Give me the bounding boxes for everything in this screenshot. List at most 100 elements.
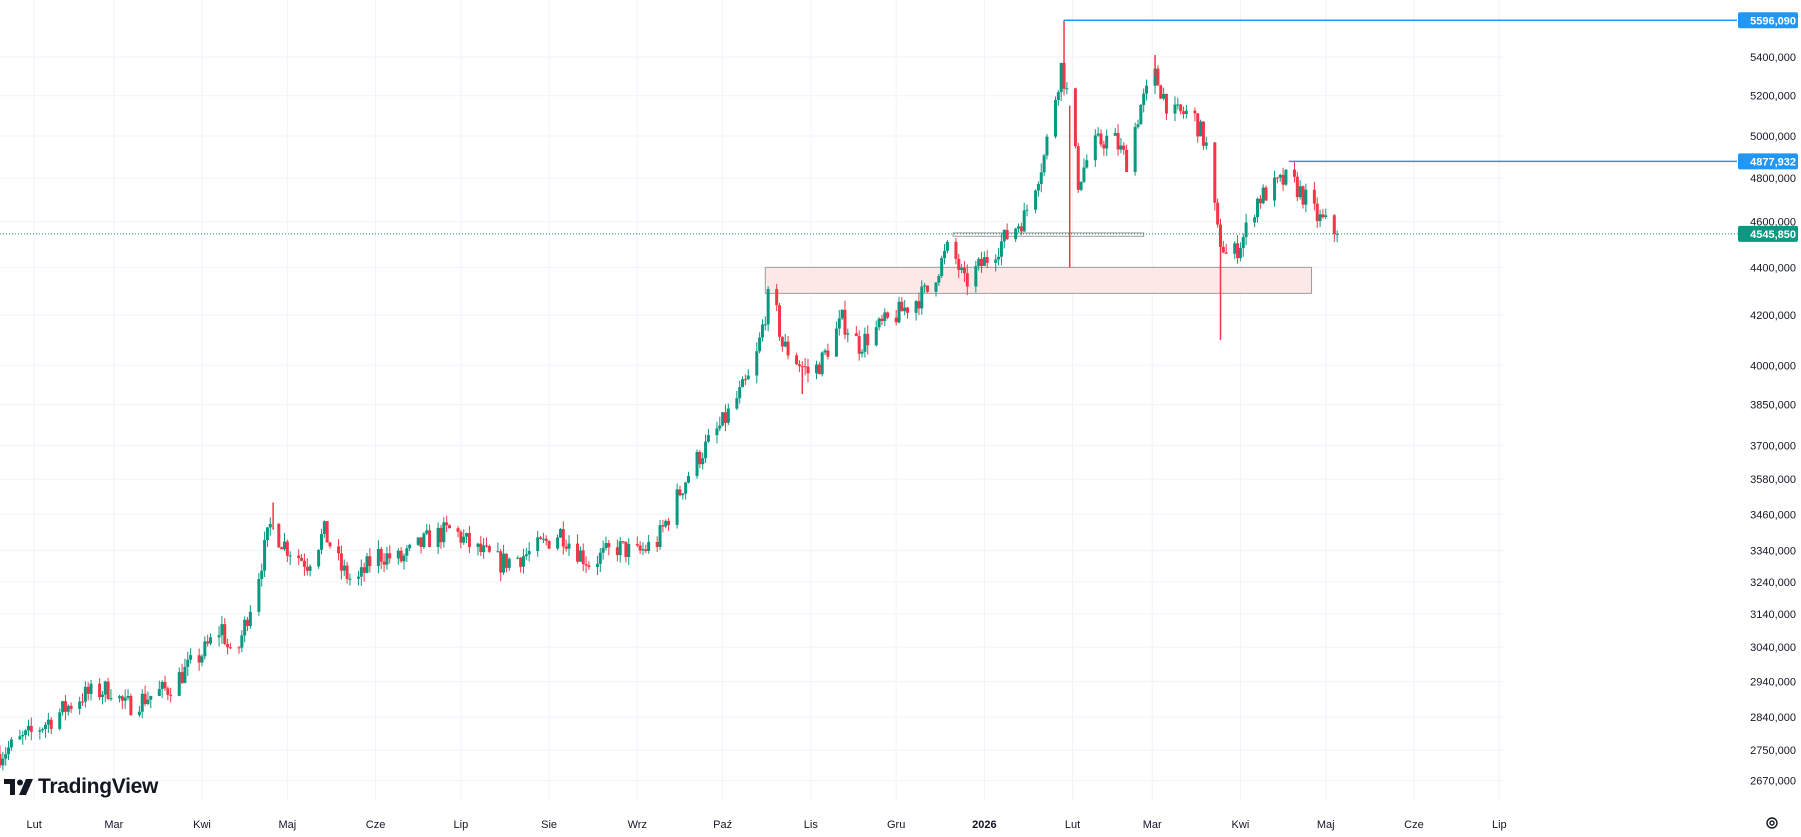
candle-body (1318, 214, 1322, 222)
candle-body (718, 425, 722, 429)
candle-body (348, 578, 352, 580)
candle-body (894, 317, 898, 323)
y-tick-label: 2940,000 (1750, 677, 1796, 689)
candle-body (698, 451, 702, 465)
candle-body (1073, 88, 1077, 147)
candle-body (954, 241, 958, 259)
candle-body (302, 560, 306, 567)
candle-body (576, 543, 580, 562)
candle-body (661, 525, 665, 527)
candle-body (1321, 214, 1325, 218)
candle-body (388, 553, 392, 559)
candle-body (1119, 145, 1123, 150)
candle-body (558, 529, 562, 538)
candle-body (1164, 93, 1168, 114)
candle-body (536, 537, 540, 552)
candle-body (288, 555, 292, 557)
candle-body (1182, 111, 1186, 114)
candle-body (163, 681, 167, 689)
candle-body (78, 701, 82, 709)
candle-body (1039, 172, 1043, 185)
candle-body (248, 611, 252, 626)
candle-body (1162, 93, 1166, 99)
y-tick-label: 2670,000 (1750, 776, 1796, 788)
candle-body (26, 725, 30, 731)
candle-body (376, 548, 380, 567)
candle-body (120, 696, 124, 701)
candle-body (977, 258, 981, 267)
candle-body (300, 558, 304, 561)
candle-body (635, 543, 639, 546)
level-label-bg (1738, 153, 1798, 170)
candle-body (857, 336, 861, 354)
y-tick-label: 2750,000 (1750, 745, 1796, 757)
candle-body (280, 547, 284, 550)
candle-body (1241, 237, 1245, 248)
candle-body (146, 699, 150, 704)
candle-body (1216, 202, 1220, 225)
y-tick-label: 5000,000 (1750, 131, 1796, 143)
candle-body (795, 355, 799, 365)
candle-body (499, 551, 503, 573)
candle-body (189, 655, 193, 660)
candle-body (1, 758, 5, 766)
candle-body (1096, 133, 1100, 136)
x-tick-label: Mar (1143, 819, 1162, 831)
candle-body (863, 333, 867, 352)
candle-body (1315, 203, 1319, 222)
candle-body (1253, 217, 1257, 223)
candle-body (1082, 167, 1086, 182)
candle-body (405, 548, 409, 556)
candle-body (365, 556, 369, 573)
candle-body (408, 544, 412, 549)
candle-body (402, 555, 406, 562)
candle-body (786, 341, 790, 356)
candle-body (917, 301, 921, 309)
candle-body (129, 695, 133, 716)
candle-body (1213, 142, 1217, 203)
candle-body (339, 553, 343, 571)
candle-body (1142, 93, 1146, 105)
candle-body (282, 541, 286, 550)
candle-body (544, 538, 548, 541)
y-tick-label: 4400,000 (1750, 262, 1796, 274)
candle-body (1284, 169, 1288, 185)
candle-body (604, 543, 608, 548)
y-tick-label: 5400,000 (1750, 52, 1796, 64)
x-tick-label: Maj (278, 819, 296, 831)
candle-body (419, 537, 423, 548)
candle-body (1184, 110, 1188, 114)
candle-body (561, 529, 565, 547)
candle-body (704, 441, 708, 459)
settings-gear-icon[interactable] (1765, 816, 1779, 830)
candle-body (641, 549, 645, 551)
candle-body (994, 259, 998, 263)
tradingview-logo[interactable]: TradingView (4, 775, 158, 799)
candle-body (1159, 85, 1163, 99)
candle-body (29, 725, 33, 732)
x-tick-label: Lut (1065, 819, 1080, 831)
candle-body (439, 527, 443, 543)
candle-body (1102, 144, 1106, 149)
x-tick-label: Lis (804, 819, 819, 831)
candle-body (9, 739, 13, 748)
candle-body (1053, 100, 1057, 137)
candle-body (1219, 224, 1223, 247)
candle-body (860, 351, 864, 354)
candle-body (1085, 160, 1089, 168)
candle-body (160, 681, 164, 690)
candle-body (18, 736, 22, 740)
candle-body (285, 541, 289, 556)
candle-body (504, 553, 508, 568)
x-tick-label: Kwi (1232, 819, 1250, 831)
candle-body (937, 275, 941, 283)
candle-body (962, 267, 966, 274)
candle-body (746, 375, 750, 380)
candle-body (1079, 181, 1083, 190)
candle-body (103, 681, 107, 695)
candle-body (914, 301, 918, 313)
candle-body (840, 309, 844, 319)
candle-body (268, 523, 272, 528)
